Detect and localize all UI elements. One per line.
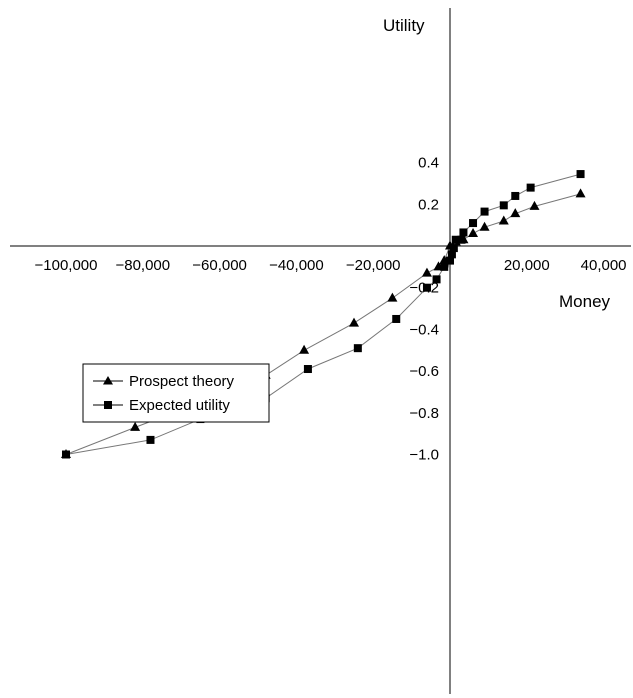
data-point [449, 244, 458, 253]
data-point [146, 435, 155, 444]
axes [10, 8, 631, 694]
legend-marker-triangle [103, 376, 113, 385]
data-point [422, 283, 431, 292]
data-point [303, 365, 312, 374]
data-point [459, 228, 468, 237]
data-point [349, 317, 359, 327]
x-tick-label: −80,000 [115, 257, 170, 274]
legend: Prospect theory Expected utility [82, 363, 270, 423]
y-tick-label: −0.6 [409, 363, 439, 380]
x-tick-label: 20,000 [504, 257, 550, 274]
y-tick-labels: 0.40.2−0.2−0.4−0.6−0.8−1.0 [409, 155, 439, 464]
data-point [432, 275, 441, 284]
y-tick-label: 0.2 [418, 196, 439, 213]
data-point [468, 227, 479, 237]
data-point [299, 344, 310, 354]
legend-marker-square [104, 401, 112, 409]
legend-box [82, 363, 270, 423]
data-point [421, 267, 432, 277]
data-point [447, 250, 456, 259]
data-point [576, 170, 585, 179]
x-tick-label: −100,000 [35, 257, 98, 274]
data-point [457, 235, 466, 244]
x-axis-title: Money [559, 292, 611, 311]
data-point [387, 292, 398, 302]
data-point [511, 191, 520, 200]
data-point [392, 314, 401, 323]
legend-label-prospect-theory: Prospect theory [129, 373, 235, 390]
data-point [529, 200, 540, 210]
data-point [480, 207, 489, 216]
x-tick-label: 40,000 [581, 257, 627, 274]
data-point [62, 450, 70, 459]
data-point [498, 215, 509, 225]
legend-label-expected-utility: Expected utility [129, 397, 230, 414]
data-point [575, 188, 586, 198]
data-point [479, 221, 490, 231]
data-point [451, 235, 460, 244]
x-tick-labels: −100,000−80,000−60,000−40,000−20,000020,… [35, 257, 627, 274]
data-point [440, 262, 449, 271]
x-tick-label: −40,000 [269, 257, 324, 274]
y-tick-label: −1.0 [409, 447, 439, 464]
y-tick-label: −0.4 [409, 321, 439, 338]
data-point [130, 421, 141, 431]
series-layer [61, 170, 586, 459]
y-tick-label: −0.8 [409, 405, 439, 422]
x-tick-label: −60,000 [192, 257, 247, 274]
y-axis-title: Utility [383, 16, 425, 35]
data-point [510, 208, 521, 218]
data-point [469, 219, 478, 228]
data-point [446, 256, 454, 265]
y-tick-label: 0.4 [418, 155, 439, 172]
data-point [526, 183, 535, 192]
data-point [499, 201, 508, 210]
x-tick-label: −20,000 [346, 257, 401, 274]
data-point [353, 344, 362, 353]
